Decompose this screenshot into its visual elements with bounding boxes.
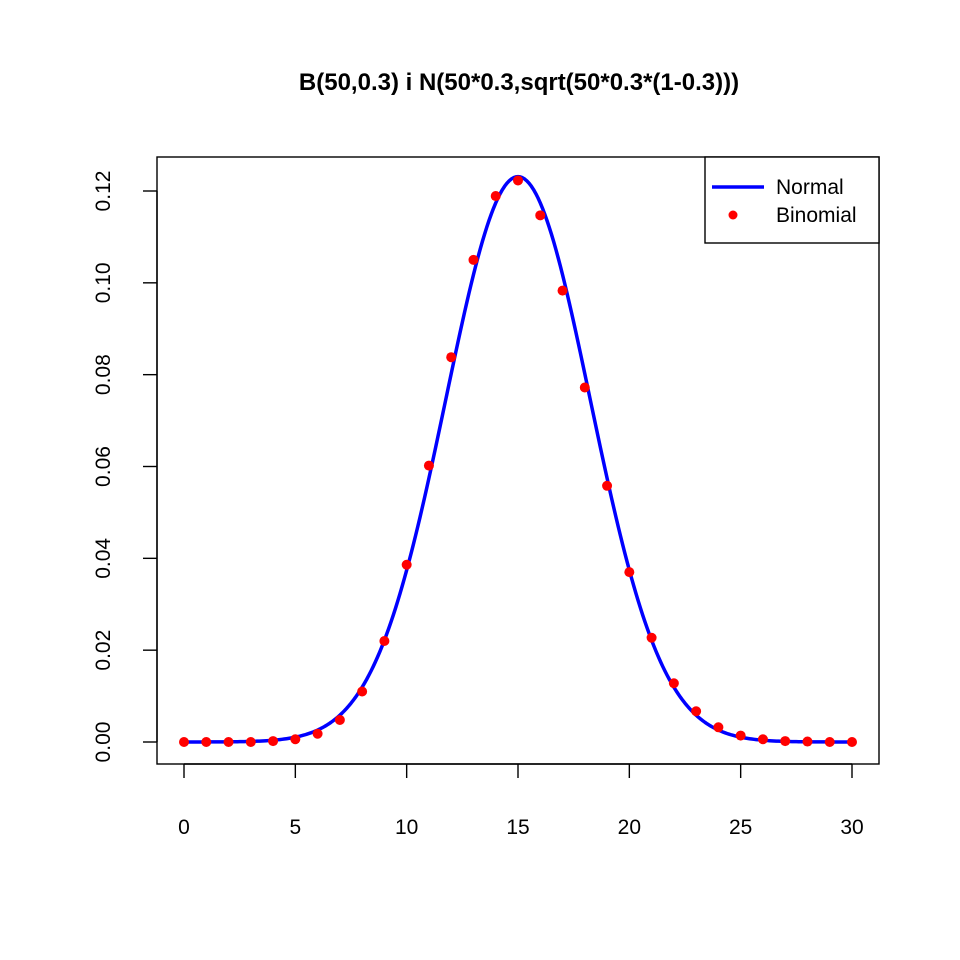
legend-box — [704, 156, 880, 244]
legend-binomial-point — [728, 210, 738, 220]
binomial-point — [312, 728, 323, 739]
binomial-point — [757, 734, 768, 745]
binomial-point — [668, 678, 679, 689]
legend-normal-label: Normal — [776, 176, 844, 199]
legend: Normal Binomial — [704, 156, 880, 244]
chart-title: B(50,0.3) i N(50*0.3,sqrt(50*0.3*(1-0.3)… — [299, 69, 739, 96]
binomial-point — [446, 352, 457, 363]
x-tick-label: 30 — [840, 816, 863, 839]
binomial-point — [201, 737, 212, 747]
binomial-point — [602, 480, 613, 491]
binomial-point — [245, 737, 256, 747]
y-tick-label: 0.00 — [92, 722, 115, 763]
y-tick-label: 0.02 — [92, 630, 115, 671]
y-tick-label: 0.04 — [92, 538, 115, 579]
binomial-point — [824, 737, 835, 747]
binomial-point — [379, 635, 390, 646]
binomial-point — [735, 730, 746, 741]
binomial-point — [513, 175, 523, 186]
binomial-point — [691, 706, 702, 717]
binomial-point — [223, 737, 234, 747]
binomial-point — [557, 285, 568, 296]
binomial-point — [579, 382, 590, 393]
binomial-point — [713, 722, 724, 733]
binomial-point — [468, 254, 479, 265]
y-tick-label: 0.10 — [92, 262, 115, 303]
x-tick-label: 0 — [178, 816, 190, 839]
x-tick-label: 25 — [729, 816, 752, 839]
binomial-point — [646, 632, 657, 643]
binomial-point — [357, 686, 368, 697]
binomial-point — [802, 736, 813, 747]
binomial-point — [847, 737, 857, 747]
binomial-point — [334, 714, 345, 725]
binomial-point — [780, 736, 791, 747]
y-axis: 0.00 0.02 0.04 0.06 0.08 0.10 0.12 — [92, 171, 158, 763]
x-tick-label: 15 — [506, 816, 529, 839]
binomial-point — [290, 734, 301, 745]
x-tick-label: 5 — [289, 816, 301, 839]
binomial-point — [490, 191, 501, 202]
binomial-point — [535, 210, 546, 221]
binomial-point — [423, 460, 434, 471]
y-tick-label: 0.12 — [92, 171, 115, 212]
binomial-point — [624, 567, 635, 578]
binomial-point — [179, 737, 189, 747]
legend-binomial-label: Binomial — [776, 204, 857, 227]
y-tick-label: 0.08 — [92, 354, 115, 395]
x-axis: 0 5 10 15 20 25 30 — [178, 763, 864, 839]
binomial-point — [268, 736, 279, 747]
binomial-point — [401, 559, 412, 570]
series-layer — [179, 174, 857, 747]
x-tick-label: 20 — [618, 816, 641, 839]
y-tick-label: 0.06 — [92, 446, 115, 487]
x-tick-label: 10 — [395, 816, 418, 839]
